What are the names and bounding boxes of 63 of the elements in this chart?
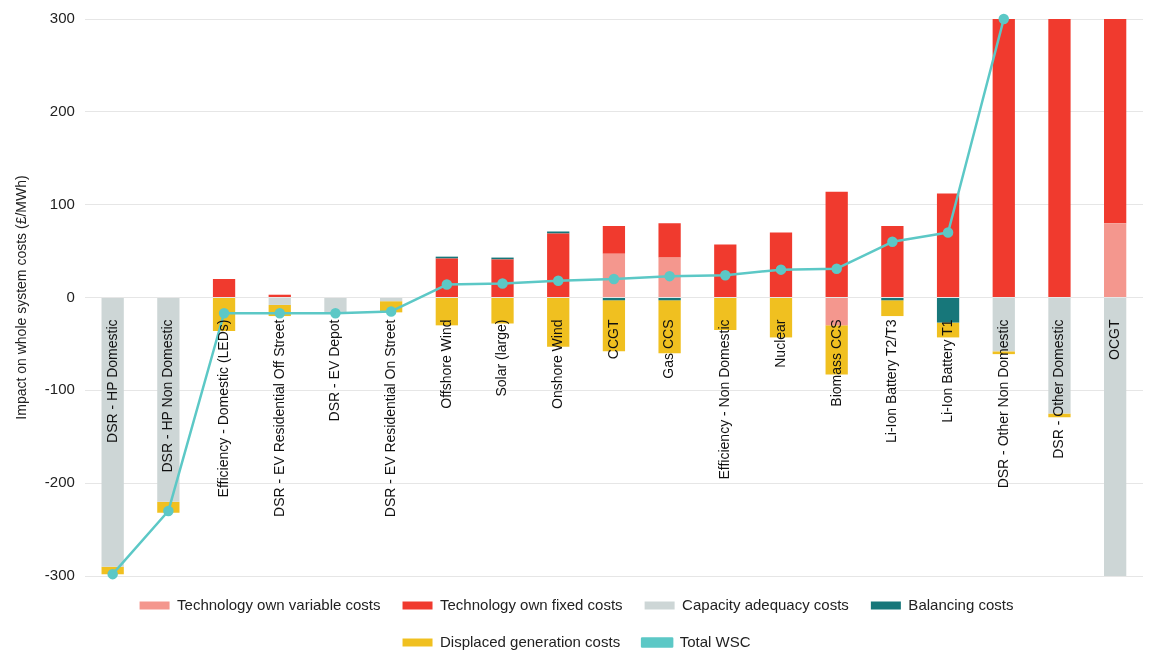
legend-label: Balancing costs <box>908 595 1014 613</box>
x-tick-label: DSR - Other Domestic <box>1050 319 1067 459</box>
point <box>998 13 1010 25</box>
y-tick-label: 200 <box>49 101 75 119</box>
y-tick-label: 0 <box>66 287 75 305</box>
x-tick-label: DSR - HP Domestic <box>103 319 120 443</box>
x-tick-label: Solar (large) <box>493 319 510 397</box>
legend-label: Total WSC <box>679 632 751 650</box>
legend-label: Displaced generation costs <box>440 632 621 650</box>
bar <box>658 223 681 258</box>
x-tick-label: OCGT <box>1106 319 1123 360</box>
point <box>887 236 898 248</box>
x-tick-label: Nuclear <box>771 319 788 368</box>
bar <box>936 193 960 297</box>
point <box>330 308 341 319</box>
bar <box>881 300 904 317</box>
point <box>385 306 397 317</box>
x-tick-label: DSR - EV Depot <box>326 319 343 422</box>
bar <box>380 298 403 302</box>
point <box>831 263 842 274</box>
x-tick-label: Gas CCS <box>660 319 677 379</box>
bar <box>881 226 904 297</box>
y-tick-label: -300 <box>44 566 75 584</box>
x-tick-label: DSR - EV Residential Off Street <box>270 319 287 517</box>
bar <box>658 298 681 301</box>
point <box>942 227 954 238</box>
x-tick-label: DSR - EV Residential On Street <box>382 319 398 518</box>
x-tick-label: Li-Ion Battery T1 <box>938 319 955 423</box>
x-tick-label: Biomass CCS <box>827 319 844 407</box>
point <box>107 568 118 580</box>
y-tick-label: -200 <box>44 473 75 491</box>
bar <box>992 19 1015 297</box>
x-tick-label: Onshore Wind <box>549 319 566 409</box>
bar <box>1104 298 1127 576</box>
x-tick-label: Li-Ion Battery T2/T3 <box>883 319 900 443</box>
bar <box>602 226 626 254</box>
bar <box>769 232 793 297</box>
legend-label: Technology own variable costs <box>177 595 381 613</box>
bar <box>1104 19 1127 224</box>
point <box>163 505 174 517</box>
y-tick-label: 300 <box>49 9 75 27</box>
bar <box>1104 223 1127 297</box>
legend-label: Technology own fixed costs <box>440 595 623 613</box>
x-tick-label: DSR - HP Non Domestic <box>159 319 176 473</box>
point <box>552 275 564 287</box>
point <box>775 264 787 275</box>
x-tick-label: CCGT <box>604 319 621 360</box>
bar <box>268 298 291 305</box>
y-tick-label: 100 <box>49 194 75 212</box>
bar <box>1048 19 1071 297</box>
x-tick-label: Efficiency - Non Domestic <box>716 319 733 480</box>
legend-label: Capacity adequacy costs <box>682 595 849 613</box>
point <box>441 279 453 290</box>
bar <box>881 298 904 301</box>
bar <box>212 278 236 297</box>
x-tick-label: Offshore Wind <box>437 319 454 409</box>
point <box>720 269 731 281</box>
y-tick-label: -100 <box>44 380 75 398</box>
x-tick-label: DSR - Other Non Domestic <box>994 319 1011 489</box>
x-tick-label: Efficiency - Domestic (LEDs) <box>214 319 231 498</box>
bar <box>825 191 848 297</box>
bar <box>547 233 570 297</box>
y-axis-title: Impact on whole system costs (£/MWh) <box>13 175 30 420</box>
